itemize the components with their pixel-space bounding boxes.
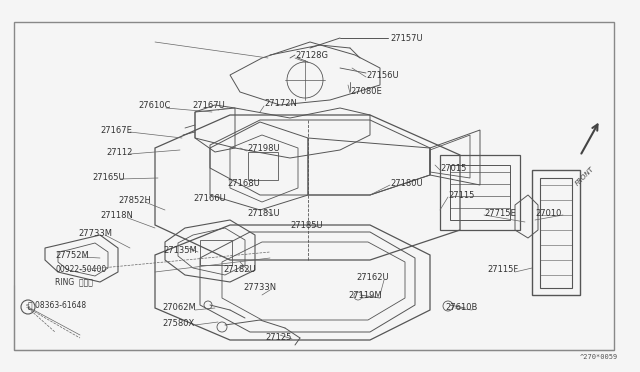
Text: 27156U: 27156U (366, 71, 399, 80)
Bar (200, 240, 232, 265)
Text: FRONT: FRONT (574, 166, 595, 187)
Text: 27181U: 27181U (247, 208, 280, 218)
Text: ^270*0059: ^270*0059 (580, 354, 618, 360)
Text: 27135M: 27135M (163, 246, 196, 254)
Text: 27168U: 27168U (227, 179, 260, 187)
Text: 27115F: 27115F (487, 266, 518, 275)
Text: 27062M: 27062M (162, 304, 196, 312)
Bar (248, 152, 278, 180)
Text: 27162U: 27162U (356, 273, 388, 282)
Text: 27198U: 27198U (247, 144, 280, 153)
Text: 27165U: 27165U (92, 173, 125, 182)
Text: 27852H: 27852H (118, 196, 151, 205)
Text: S: S (26, 305, 30, 310)
Text: 27167E: 27167E (100, 125, 132, 135)
Text: 27752M: 27752M (55, 250, 89, 260)
Text: 27180U: 27180U (390, 179, 422, 187)
Text: 27115: 27115 (448, 190, 474, 199)
Text: 27112: 27112 (106, 148, 132, 157)
Text: 27125: 27125 (265, 333, 291, 341)
Text: 27610C: 27610C (138, 100, 170, 109)
Text: 27733N: 27733N (243, 283, 276, 292)
Text: 27715E: 27715E (484, 208, 516, 218)
Text: 27167U: 27167U (192, 100, 225, 109)
Text: 27010: 27010 (535, 208, 561, 218)
Text: 27182U: 27182U (223, 266, 255, 275)
Text: 27015: 27015 (440, 164, 467, 173)
Text: 27610B: 27610B (445, 304, 477, 312)
Text: 27185U: 27185U (290, 221, 323, 230)
Text: RING  リング: RING リング (55, 278, 93, 286)
Text: 27166U: 27166U (193, 193, 226, 202)
Text: 27118N: 27118N (100, 211, 133, 219)
Text: 27128G: 27128G (295, 51, 328, 60)
Text: 27733M: 27733M (78, 228, 112, 237)
Text: 27119M: 27119M (348, 291, 381, 299)
Text: 27157U: 27157U (390, 33, 422, 42)
Text: 27172N: 27172N (264, 99, 297, 108)
Text: 00922-50400: 00922-50400 (55, 266, 106, 275)
Text: 27580X: 27580X (162, 318, 195, 327)
Text: 27080E: 27080E (350, 87, 381, 96)
Bar (14, 22, 614, 350)
Text: Ⓢ 08363-61648: Ⓢ 08363-61648 (28, 301, 86, 310)
